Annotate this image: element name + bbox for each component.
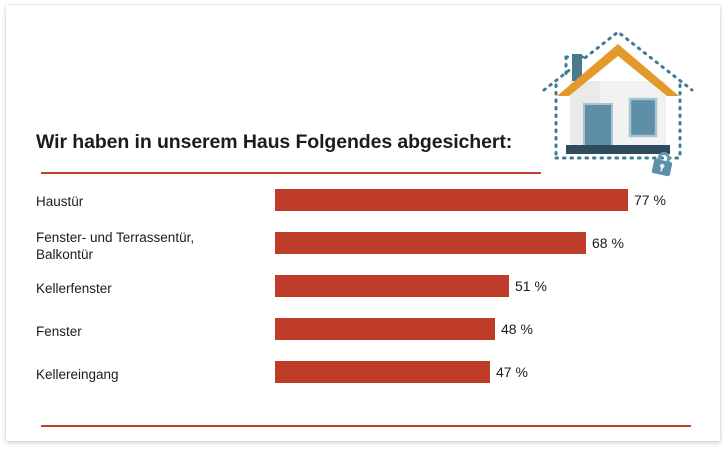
bar-category-label-line: Fenster — [36, 324, 82, 339]
window — [630, 99, 656, 136]
chimney — [572, 54, 582, 82]
bar-value-label: 77 % — [634, 192, 666, 208]
bar-value-label: 51 % — [515, 278, 547, 294]
bar — [275, 275, 509, 297]
bar-value-label: 47 % — [496, 364, 528, 380]
divider-bottom — [41, 425, 691, 427]
bar-category-label: Fenster- und Terrassentür, Balkontür — [36, 230, 271, 263]
bar — [275, 232, 586, 254]
door — [584, 104, 612, 147]
bar — [275, 318, 495, 340]
bar-category-label-line: Kellereingang — [36, 367, 119, 382]
roof — [557, 44, 679, 96]
bar-value-label: 48 % — [501, 321, 533, 337]
foundation — [566, 145, 670, 154]
bar-category-label-line: Balkontür — [36, 246, 94, 262]
bar-value-label: 68 % — [592, 235, 624, 251]
page-title: Wir haben in unserem Haus Folgendes abge… — [36, 131, 513, 153]
window-frame — [628, 97, 658, 138]
padlock-icon — [651, 152, 673, 177]
bar-category-label: Kellereingang — [36, 367, 271, 384]
divider-top — [41, 172, 541, 174]
bar — [275, 189, 628, 211]
infographic-card: Wir haben in unserem Haus Folgendes abge… — [6, 5, 720, 441]
bar-category-label-line: Haustür — [36, 194, 84, 209]
secured-house-illustration — [538, 27, 698, 187]
bar-category-label-line: Kellerfenster — [36, 281, 112, 296]
bar-category-label-line: Fenster- und Terrassentür, — [36, 230, 195, 245]
bar — [275, 361, 490, 383]
bar-category-label: Haustür — [36, 194, 271, 211]
bar-category-label: Kellerfenster — [36, 281, 271, 298]
bar-category-label: Fenster — [36, 324, 271, 341]
bar-chart: Haustür 77 % Fenster- und Terrassentür, Bal… — [6, 5, 720, 441]
